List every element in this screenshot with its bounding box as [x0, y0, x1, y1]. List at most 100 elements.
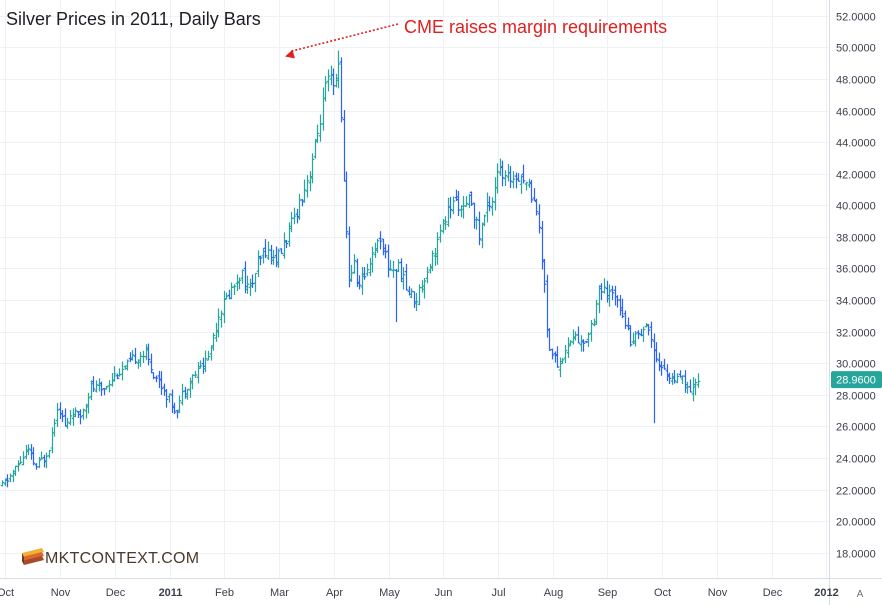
- ohlc-bar: [633, 330, 638, 347]
- ohlc-bar: [378, 231, 383, 250]
- ohlc-bar: [229, 282, 234, 300]
- ohlc-bar: [232, 284, 237, 295]
- price-tick-label: 42.0000: [836, 170, 876, 182]
- ohlc-bar: [154, 375, 159, 383]
- time-tick-label: Jul: [491, 587, 505, 599]
- price-tick-label: 44.0000: [836, 138, 876, 150]
- ohlc-bar: [519, 174, 524, 194]
- ohlc-bar: [626, 317, 631, 331]
- ohlc-bar: [586, 332, 591, 348]
- ohlc-bar: [5, 474, 10, 488]
- ohlc-bar: [271, 249, 276, 265]
- price-tick-label: 20.0000: [836, 517, 876, 529]
- time-axis-labels: Oct Nov Dec 2011 Feb Mar Apr May Jun Jul Aug Sep Oct…: [0, 587, 839, 599]
- ohlc-bar: [209, 345, 214, 361]
- time-tick-label: 2011: [159, 587, 183, 599]
- ohlc-bar: [607, 284, 612, 307]
- ohlc-bar: [659, 361, 664, 376]
- ohlc-bar: [683, 370, 688, 393]
- ohlc-bar: [654, 342, 659, 363]
- ohlc-bar: [652, 333, 657, 424]
- ohlc-bar: [125, 359, 130, 371]
- ohlc-bar: [162, 383, 167, 396]
- ohlc-bar: [310, 153, 315, 184]
- ohlc-bar: [490, 197, 495, 216]
- auto-scale-button[interactable]: A: [857, 589, 864, 600]
- ohlc-bar: [177, 395, 182, 414]
- ohlc-bar: [420, 280, 425, 293]
- ohlc-bar: [537, 204, 542, 234]
- time-tick-label: Oct: [654, 587, 671, 599]
- ohlc-bar: [203, 350, 208, 373]
- ohlc-bar: [326, 69, 331, 92]
- ohlc-bar: [0, 480, 5, 487]
- price-tick-label: 36.0000: [836, 264, 876, 276]
- ohlc-bar: [167, 393, 172, 403]
- ohlc-bar: [388, 259, 393, 271]
- ohlc-bar: [352, 254, 357, 274]
- ohlc-bar: [180, 383, 185, 406]
- ohlc-bar: [219, 310, 224, 328]
- ohlc-bar: [321, 87, 326, 131]
- ohlc-bar: [188, 377, 193, 398]
- ohlc-bar: [435, 232, 440, 265]
- ohlc-bar: [615, 295, 620, 308]
- time-tick-label: Dec: [106, 587, 126, 599]
- ohlc-bar: [243, 261, 248, 294]
- ohlc-bar: [248, 278, 253, 297]
- ohlc-bar: [31, 447, 36, 466]
- ohlc-bar: [407, 286, 412, 296]
- price-tick-label: 50.0000: [836, 43, 876, 55]
- ohlc-bar: [613, 285, 618, 306]
- ohlc-bar: [566, 337, 571, 358]
- ohlc-bar: [50, 427, 55, 454]
- ohlc-bar: [164, 389, 169, 408]
- ohlc-bar: [469, 191, 474, 206]
- ohlc-bar: [563, 344, 568, 364]
- ohlc-bar: [269, 244, 274, 265]
- ohlc-bar: [605, 280, 610, 303]
- ohlc-bar: [370, 246, 375, 273]
- ohlc-bar: [375, 238, 380, 253]
- price-tick-label: 34.0000: [836, 296, 876, 308]
- ohlc-bar: [516, 173, 521, 182]
- chart-title: Silver Prices in 2011, Daily Bars: [6, 9, 261, 29]
- ohlc-bar: [542, 259, 547, 293]
- ohlc-bar: [368, 257, 373, 277]
- ohlc-bar: [414, 292, 419, 312]
- ohlc-bar: [665, 364, 670, 381]
- ohlc-bar: [482, 214, 487, 227]
- ohlc-bar: [276, 248, 281, 268]
- ohlc-bar: [511, 171, 516, 189]
- ohlc-bar: [235, 274, 240, 291]
- ohlc-bar: [305, 175, 310, 198]
- last-price-badge: [831, 371, 882, 389]
- ohlc-bar: [618, 295, 623, 316]
- ohlc-bar: [323, 76, 328, 102]
- ohlc-bar: [534, 198, 539, 216]
- ohlc-bar: [138, 351, 143, 367]
- ohlc-bar: [357, 275, 362, 290]
- ohlc-bar: [313, 138, 318, 159]
- ohlc-bar: [628, 325, 633, 347]
- ohlc-bar: [540, 221, 545, 270]
- ohlc-bar: [315, 124, 320, 144]
- time-tick-label: Jun: [435, 587, 453, 599]
- ohlc-bar: [383, 244, 388, 259]
- ohlc-bar: [68, 410, 73, 426]
- price-tick-label: 30.0000: [836, 359, 876, 371]
- ohlc-bar: [646, 324, 651, 336]
- price-tick-label: 18.0000: [836, 549, 876, 561]
- ohlc-bar: [144, 344, 149, 361]
- ohlc-bar: [641, 326, 646, 342]
- ohlc-bar: [13, 465, 18, 476]
- ohlc-bar: [99, 381, 104, 396]
- ohlc-bar: [282, 232, 287, 259]
- ohlc-bar: [263, 239, 268, 258]
- ohlc-bar: [18, 456, 23, 465]
- ohlc-bar: [422, 277, 427, 299]
- ohlc-bar: [240, 269, 245, 284]
- ohlc-bar: [448, 197, 453, 219]
- ohlc-bar: [662, 358, 667, 370]
